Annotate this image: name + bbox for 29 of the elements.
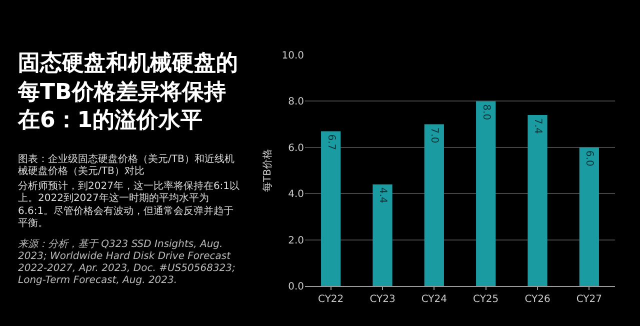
- bar: [476, 101, 496, 286]
- bar: [528, 115, 548, 286]
- x-tick-label: CY26: [524, 294, 550, 305]
- bar: [579, 147, 599, 286]
- x-tick-label: CY23: [370, 294, 396, 305]
- data-label: 4.4: [377, 187, 388, 204]
- y-tick-label: 6.0: [288, 142, 304, 154]
- y-tick-label: 4.0: [288, 189, 304, 200]
- bar: [321, 131, 341, 286]
- x-tick-label: CY25: [473, 294, 499, 305]
- x-tick-label: CY24: [421, 294, 447, 305]
- text: 图表：企业级固态硬盘价格（美元/TB）和近线机械硬盘价格（美元/TB）对比: [18, 154, 236, 179]
- y-tick-label: 0.0: [288, 282, 304, 292]
- data-label: 7.0: [428, 127, 440, 144]
- y-axis-title: 每TB价格: [262, 149, 274, 192]
- y-tick-label: 10.0: [282, 50, 304, 62]
- y-tick-label: 2.0: [288, 235, 304, 246]
- source-note: 来源：分析，基于 Q323 SSD Insights, Aug. 2023; Worldwide Hard Disk Drive Forecast 2022-2027, Apr. 2023, Doc. #US50568323; Long-Term Forecast, Aug. 2023.: [18, 238, 236, 287]
- x-tick-label: CY22: [318, 294, 344, 305]
- x-tick-label: CY27: [576, 294, 602, 305]
- data-label: 6.7: [325, 134, 336, 150]
- bar: [372, 184, 392, 286]
- data-label: 8.0: [480, 104, 492, 120]
- data-label: 7.4: [532, 118, 543, 134]
- y-tick-label: 8.0: [288, 96, 304, 108]
- text: 固态硬盘和机械硬盘的每TB价格差异将保持在6：1的溢价水平: [18, 50, 239, 136]
- data-label: 6.0: [584, 150, 595, 166]
- bar: [424, 124, 444, 286]
- text: 分析师预计，到2027年，这一比率将保持在6:1以上。2022到2027年这一时期的平均水平为6.6:1。尽管价格会有波动，但通常会反弹并趋于平衡。: [18, 180, 241, 231]
